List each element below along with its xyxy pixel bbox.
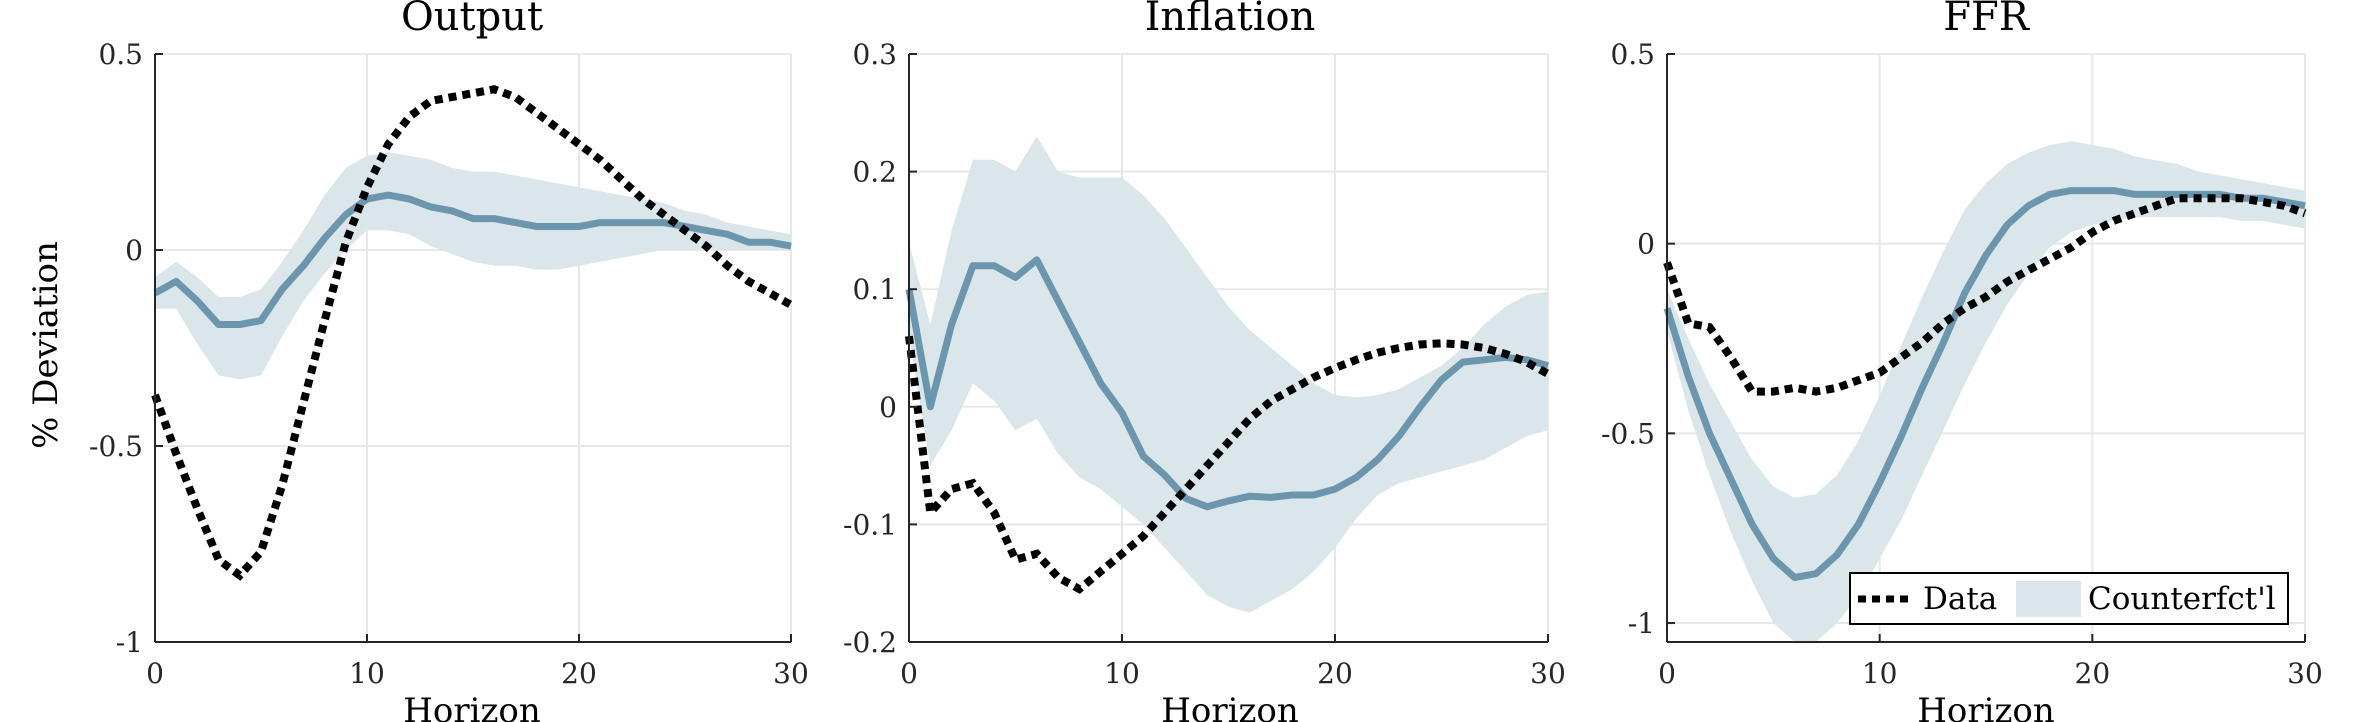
ffr-y-tick-label: 0 xyxy=(1637,228,1655,261)
output-x-tick-label: 10 xyxy=(349,657,385,690)
ffr-panel: FFR Horizon 0 10 20 30 -1 -0.5 0 0.5 xyxy=(1601,0,2323,722)
ffr-panel-xlabel: Horizon xyxy=(1917,691,2055,722)
ffr-panel-title: FFR xyxy=(1943,0,2031,40)
inflation-x-tick-label: 10 xyxy=(1104,657,1140,690)
ffr-x-tick-label: 30 xyxy=(2287,657,2323,690)
output-x-tick-label: 20 xyxy=(561,657,597,690)
inflation-y-tick-label: -0.1 xyxy=(843,508,897,541)
legend-data-label: Data xyxy=(1923,581,1997,617)
output-panel: Output Horizon 0 10 20 30 -1 -0.5 0 0.5 xyxy=(89,0,809,722)
inflation-x-tick-label: 30 xyxy=(1530,657,1566,690)
inflation-panel-title: Inflation xyxy=(1145,0,1316,40)
output-y-tick-label: 0 xyxy=(125,234,143,267)
inflation-counterfactual-band xyxy=(909,136,1548,613)
inflation-panel: Inflation Horizon 0 10 20 30 -0.2 -0.1 0 0.1 0.2… xyxy=(843,0,1566,722)
inflation-counterfactual-line xyxy=(905,256,1549,511)
shared-y-axis-label: % Deviation xyxy=(26,241,66,449)
legend-band-swatch xyxy=(2016,581,2081,617)
output-y-tick-label: -1 xyxy=(116,626,143,659)
ffr-x-tick-label: 0 xyxy=(1658,657,1676,690)
ffr-x-tick-label: 10 xyxy=(1862,657,1898,690)
inflation-panel-xlabel: Horizon xyxy=(1161,691,1299,722)
inflation-x-tick-label: 0 xyxy=(900,657,918,690)
inflation-x-tick-label: 20 xyxy=(1317,657,1353,690)
output-panel-title: Output xyxy=(401,0,543,40)
inflation-y-tick-label: 0.2 xyxy=(852,156,897,189)
legend-band-label: Counterfct'l xyxy=(2088,581,2276,617)
inflation-y-tick-label: 0.1 xyxy=(852,273,897,306)
legend: Data Counterfct'l xyxy=(1849,572,2289,625)
inflation-y-tick-label: 0.3 xyxy=(852,38,897,71)
output-x-tick-label: 30 xyxy=(773,657,809,690)
ffr-y-tick-label: -0.5 xyxy=(1601,417,1655,450)
inflation-y-tick-label: -0.2 xyxy=(843,626,897,659)
inflation-y-tick-label: 0 xyxy=(879,391,897,424)
ffr-data-line xyxy=(1663,194,2307,396)
inflation-data-line xyxy=(905,335,1550,594)
output-data-line xyxy=(151,85,793,581)
output-x-tick-label: 0 xyxy=(146,657,164,690)
output-counterfactual-band xyxy=(155,152,791,380)
output-panel-xlabel: Horizon xyxy=(403,691,541,722)
output-y-tick-label: -0.5 xyxy=(89,430,143,463)
ffr-x-tick-label: 20 xyxy=(2075,657,2111,690)
ffr-y-tick-label: -1 xyxy=(1628,607,1655,640)
ffr-y-tick-label: 0.5 xyxy=(1610,38,1655,71)
ffr-counterfactual-band xyxy=(1667,141,2305,643)
output-y-tick-label: 0.5 xyxy=(98,38,143,71)
